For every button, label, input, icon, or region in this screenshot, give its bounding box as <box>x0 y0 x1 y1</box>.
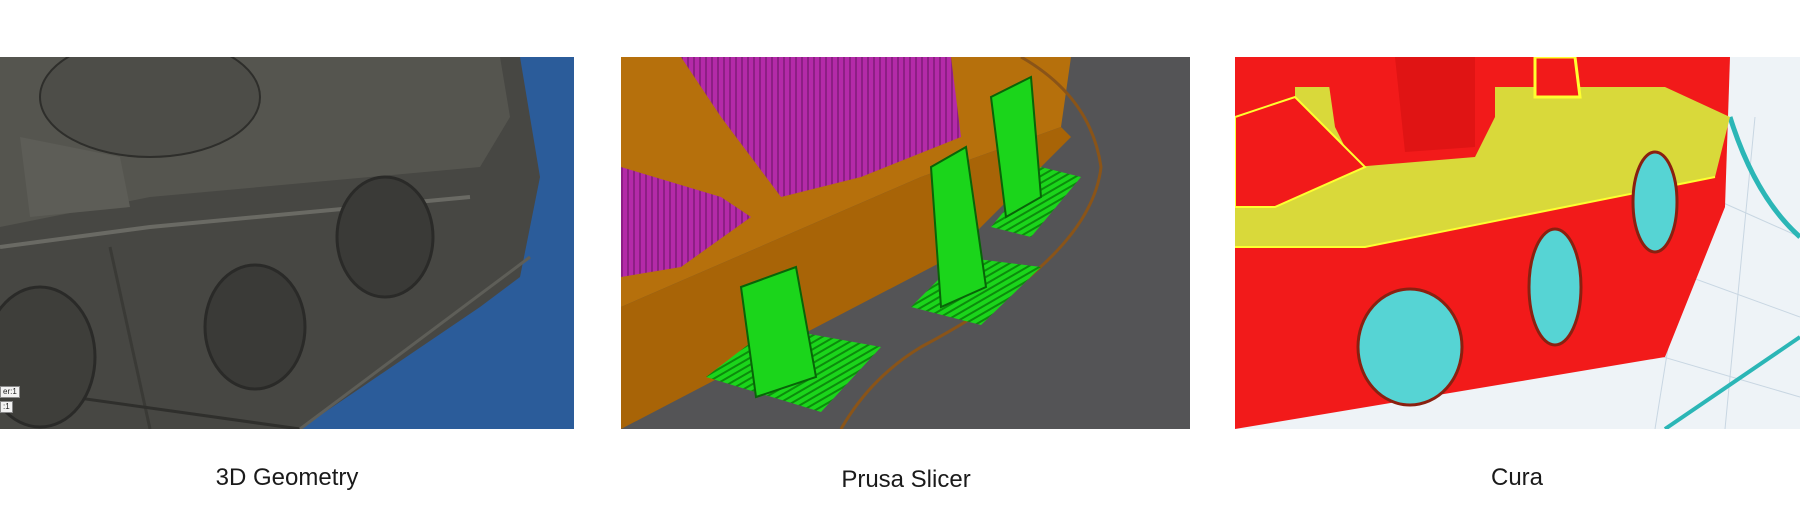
overlay-label: er:1 <box>0 386 20 398</box>
panel-caption: 3D Geometry <box>215 464 359 491</box>
cura-slicer-image <box>1235 57 1800 429</box>
prusa-slicer-image <box>621 57 1190 429</box>
panel-caption: Prusa Slicer <box>841 466 971 493</box>
overlay-label: :1 <box>0 401 13 413</box>
cad-model-render: er:1 :1 <box>0 57 574 429</box>
cad-model-image <box>0 57 574 429</box>
panel-caption: Cura <box>1490 464 1544 491</box>
cura-slicer-preview <box>1235 57 1800 429</box>
prusa-slicer-preview <box>621 57 1190 429</box>
